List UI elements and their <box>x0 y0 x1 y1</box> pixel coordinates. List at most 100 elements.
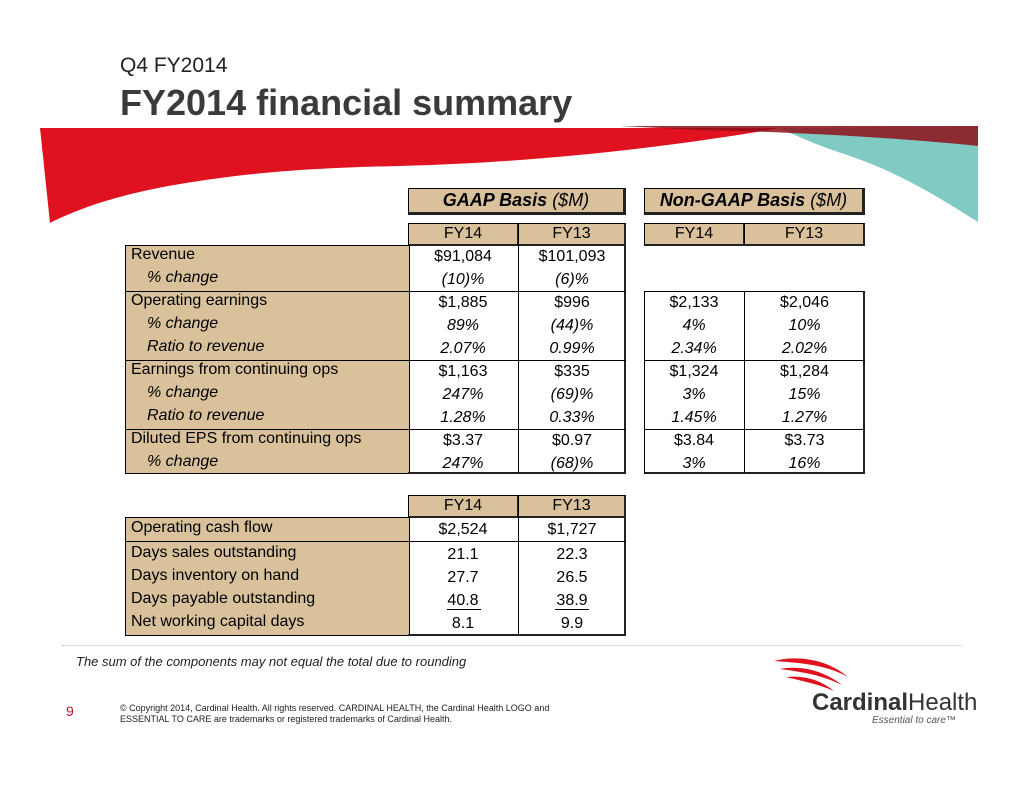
nongaap-basis-label: Non-GAAP Basis <box>659 190 806 210</box>
subtotal-underline <box>447 609 481 610</box>
gaap-fy13-value: $996 <box>554 294 590 311</box>
row-label: % change <box>147 315 219 332</box>
nongaap-fy13-value: 2.02% <box>781 340 828 357</box>
nongaap-fy14-value: 1.45% <box>671 409 717 426</box>
gaap-fy13-header: FY13 <box>518 223 626 246</box>
gaap-fy13-value: $0.97 <box>551 432 593 449</box>
nongaap-fy14-value: $1,324 <box>669 363 719 380</box>
gaap-fy14-value: $1,163 <box>438 363 488 380</box>
nongaap-fy14-header: FY14 <box>644 223 745 246</box>
table2-separator <box>125 541 626 542</box>
row-label: Days sales outstanding <box>131 544 297 561</box>
gaap-basis-header: GAAP Basis ($M) <box>408 188 626 215</box>
gaap-fy14-value: 89% <box>446 317 480 334</box>
fy13-value: 9.9 <box>560 615 584 632</box>
slide-title: FY2014 financial summary <box>120 82 573 123</box>
separator-operating <box>125 291 626 292</box>
nongaap-fy13-value: 15% <box>788 386 821 403</box>
nongaap-fy14-value: 3% <box>682 386 706 403</box>
copyright-notice: © Copyright 2014, Cardinal Health. All r… <box>120 703 550 724</box>
row-label: Days payable outstanding <box>131 590 316 607</box>
gaap-fy14-value: 247% <box>442 386 484 403</box>
fy14-value: 27.7 <box>447 569 479 586</box>
nongaap-fy13-value: $1,284 <box>780 363 829 380</box>
slide-subtitle: Q4 FY2014 <box>120 54 228 77</box>
gaap-fy13-value: $101,093 <box>538 248 606 265</box>
table2-label-column <box>125 517 410 636</box>
nongaap-fy14-value: $3.84 <box>673 432 715 449</box>
separator-eps <box>125 429 626 430</box>
gaap-basis-unit: ($M) <box>552 190 590 210</box>
fy13-value: $1,727 <box>547 521 597 538</box>
table1-nongaap-box <box>644 291 865 474</box>
fy13-value: 22.3 <box>556 546 588 563</box>
gaap-column-divider <box>518 245 519 473</box>
gaap-fy14-header: FY14 <box>408 223 519 246</box>
fy13-value: 38.9 <box>556 592 588 609</box>
row-label: Diluted EPS from continuing ops <box>131 430 362 447</box>
nongaap-basis-header: Non-GAAP Basis ($M) <box>644 188 865 215</box>
table2-fy14-header: FY14 <box>408 495 519 518</box>
cardinal-bird-icon <box>774 658 848 691</box>
cardinal-health-logo: CardinalHealth <box>812 689 977 717</box>
red-swoosh <box>40 128 780 223</box>
nongaap-fy13-value: 16% <box>788 455 821 472</box>
logo-word-health: Health <box>908 689 978 716</box>
gaap-fy14-value: $91,084 <box>434 248 492 265</box>
fy14-value: $2,524 <box>438 521 488 538</box>
row-label: % change <box>147 269 219 286</box>
table1-gaap-box <box>408 245 626 474</box>
nongaap-fy14-value: 4% <box>682 317 706 334</box>
row-label: Earnings from continuing ops <box>131 361 339 378</box>
nongaap-fy13-header: FY13 <box>744 223 865 246</box>
gaap-fy13-value: (44)% <box>550 317 594 334</box>
rounding-footnote: The sum of the components may not equal … <box>76 654 467 669</box>
gaap-fy13-value: (69)% <box>550 386 594 403</box>
gaap-fy13-value: $335 <box>554 363 590 380</box>
row-label: Days inventory on hand <box>131 567 300 584</box>
gaap-fy13-value: (6)% <box>555 271 589 288</box>
row-label: Revenue <box>131 246 196 263</box>
gaap-fy13-value: (68)% <box>550 455 594 472</box>
row-label: Operating cash flow <box>131 519 273 536</box>
fy14-value: 8.1 <box>451 615 475 632</box>
gaap-fy14-value: $3.37 <box>442 432 484 449</box>
subtotal-underline <box>555 609 589 610</box>
row-label: % change <box>147 453 219 470</box>
table2-fy13-header: FY13 <box>518 495 626 518</box>
gaap-fy14-value: 2.07% <box>440 340 486 357</box>
separator-earnings-ng <box>644 360 865 361</box>
gaap-fy14-value: 1.28% <box>440 409 486 426</box>
nongaap-basis-unit: ($M) <box>810 190 848 210</box>
table2-column-divider <box>518 517 519 635</box>
teal-swoosh <box>780 126 978 222</box>
page-number: 9 <box>66 703 74 719</box>
fy14-value: 21.1 <box>447 546 479 563</box>
nongaap-fy13-value: 1.27% <box>781 409 828 426</box>
gaap-basis-label: GAAP Basis <box>442 190 548 210</box>
fy14-value: 40.8 <box>447 592 479 609</box>
table1-label-column <box>125 245 410 474</box>
logo-tagline: Essential to care™ <box>872 715 956 726</box>
row-label: Net working capital days <box>131 613 305 630</box>
separator-earnings <box>125 360 626 361</box>
darkred-band <box>620 126 978 146</box>
separator-eps-ng <box>644 429 865 430</box>
row-label: Ratio to revenue <box>147 338 265 355</box>
nongaap-column-divider <box>744 291 745 473</box>
header-swoosh-graphic <box>40 126 978 223</box>
nongaap-fy13-value: $2,046 <box>780 294 829 311</box>
nongaap-fy13-value: 10% <box>788 317 821 334</box>
logo-word-cardinal: Cardinal <box>812 689 909 716</box>
row-label: Operating earnings <box>131 292 268 309</box>
nongaap-fy14-value: $2,133 <box>669 294 719 311</box>
nongaap-fy14-value: 2.34% <box>671 340 717 357</box>
gaap-fy13-value: 0.99% <box>549 340 595 357</box>
nongaap-fy14-value: 3% <box>682 455 706 472</box>
gaap-fy14-value: (10)% <box>441 271 485 288</box>
gaap-fy14-value: 247% <box>442 455 484 472</box>
nongaap-fy13-value: $3.73 <box>784 432 825 449</box>
gaap-fy14-value: $1,885 <box>438 294 488 311</box>
table2-values-box <box>408 517 626 636</box>
row-label: % change <box>147 384 219 401</box>
